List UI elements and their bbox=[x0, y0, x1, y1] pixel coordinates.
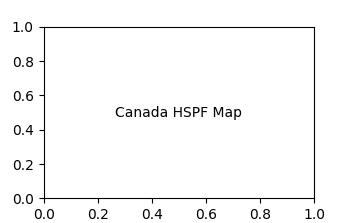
Text: Canada HSPF Map: Canada HSPF Map bbox=[116, 106, 242, 120]
